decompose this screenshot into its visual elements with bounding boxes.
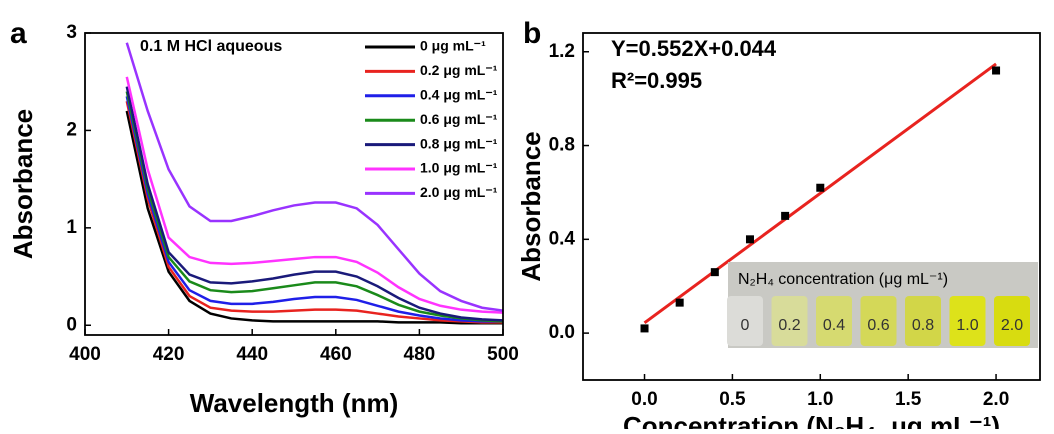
inset-label: 1.0	[956, 317, 978, 334]
fit-line	[643, 62, 997, 324]
y-tick-label: 3	[66, 22, 77, 43]
x-tick-label: 1.0	[807, 389, 833, 410]
inset-vial	[816, 296, 852, 346]
x-tick-label: 400	[69, 344, 101, 365]
y-tick-label: 0.8	[549, 135, 575, 156]
x-tick-label: 420	[153, 344, 185, 365]
inset-vial	[860, 296, 897, 346]
legend-label: 0 μg mL⁻¹	[420, 38, 486, 54]
series-line	[125, 110, 503, 325]
x-axis-label: Concentration (N₂H₄, μg mL⁻¹)	[623, 411, 1000, 429]
frame	[84, 32, 504, 336]
legend-label: 0.6 μg mL⁻¹	[420, 111, 498, 127]
y-tick-label: 1.2	[549, 41, 575, 62]
series-line	[125, 96, 503, 323]
x-tick-label: 440	[236, 344, 268, 365]
inset-vial	[905, 296, 941, 346]
inset-vial	[727, 296, 763, 346]
legend-label: 1.0 μg mL⁻¹	[420, 160, 498, 176]
point	[992, 66, 1001, 75]
panel-label: b	[523, 17, 541, 50]
annotation: R²=0.995	[611, 68, 702, 93]
point	[710, 268, 719, 277]
y-axis-label: Absorbance	[8, 109, 38, 259]
legend-label: 0.8 μg mL⁻¹	[420, 135, 498, 151]
legend-label: 0.4 μg mL⁻¹	[420, 87, 498, 103]
inset-label: 0	[741, 317, 750, 334]
legend-label: 2.0 μg mL⁻¹	[420, 184, 498, 200]
series-line	[125, 91, 503, 323]
x-axis-label: Wavelength (nm)	[190, 388, 398, 418]
plot-area	[125, 42, 503, 325]
plot-area	[640, 62, 1001, 333]
series-line	[125, 42, 503, 312]
x-tick-label: 1.5	[895, 389, 922, 410]
inset-label: 2.0	[1001, 317, 1023, 334]
inset-label: 0.6	[867, 317, 889, 334]
inset-title: N₂H₄ concentration (μg mL⁻¹)	[738, 271, 948, 288]
legend-label: 0.2 μg mL⁻¹	[420, 62, 498, 78]
y-tick-label: 0	[66, 314, 77, 335]
y-tick-label: 0.4	[549, 228, 576, 249]
inset-label: 0.4	[823, 317, 845, 334]
series-line	[125, 86, 503, 322]
x-tick-label: 480	[404, 344, 436, 365]
inset-vial	[949, 296, 986, 346]
point	[781, 211, 790, 220]
series-line	[125, 76, 503, 314]
point	[816, 183, 825, 192]
annotation: 0.1 M HCl aqueous	[140, 38, 282, 55]
x-tick-label: 0.5	[719, 389, 746, 410]
point	[640, 324, 649, 333]
x-tick-label: 2.0	[983, 389, 1009, 410]
inset-vial	[994, 296, 1030, 346]
x-tick-label: 0.0	[631, 389, 657, 410]
annotation: Y=0.552X+0.044	[611, 36, 777, 61]
chart: 400 420 440 460 480 500 0 1 2 3 Wavelength (nm) Abs…	[8, 17, 519, 418]
series-line	[125, 100, 503, 324]
inset-label: 0.2	[778, 317, 800, 334]
chart: 0.0 0.5 1.0 1.5 2.0 0.0 0.4 0.8 1.2 Concentration…	[516, 17, 1041, 434]
inset-vial	[771, 296, 808, 346]
y-tick-label: 0.0	[549, 322, 575, 343]
point	[745, 235, 754, 244]
point	[675, 298, 684, 307]
frame	[582, 32, 1041, 381]
y-axis-label: Absorbance	[516, 131, 546, 281]
panel-label: a	[10, 17, 27, 50]
inset-label: 0.8	[912, 317, 934, 334]
y-tick-label: 2	[66, 119, 77, 140]
x-tick-label: 500	[487, 344, 519, 365]
x-tick-label: 460	[320, 344, 352, 365]
y-tick-label: 1	[66, 217, 77, 238]
